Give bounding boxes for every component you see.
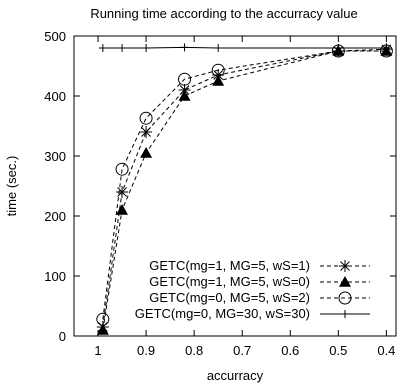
- y-tick-label: 100: [44, 269, 66, 284]
- point-marker-star: [140, 126, 153, 138]
- plot-frame: [73, 35, 397, 337]
- legend-label: GETC(mg=0, MG=5, wS=2): [149, 290, 310, 305]
- point-marker-plus: [142, 44, 151, 52]
- y-tick-label: 0: [59, 329, 66, 344]
- point-marker-plus: [118, 44, 127, 52]
- point-marker-plus: [214, 44, 223, 52]
- point-marker-plus: [382, 44, 391, 52]
- x-axis: 1 0.9 0.8 0.7 0.6 0.5 0.4: [94, 36, 395, 358]
- legend-label: GETC(mg=1, MG=5, wS=0): [149, 274, 310, 289]
- x-tick-label: 0.8: [185, 343, 203, 358]
- point-marker-circle: [96, 312, 110, 326]
- point-marker-plus: [98, 44, 107, 52]
- point-marker-circle: [338, 291, 352, 305]
- point-marker-star: [116, 186, 129, 198]
- x-tick-label: 0.9: [137, 343, 155, 358]
- y-axis-label: time (sec.): [4, 156, 19, 217]
- point-marker-circle: [139, 111, 153, 125]
- legend-label: GETC(mg=1, MG=5, wS=1): [149, 258, 310, 273]
- series-2: [96, 45, 393, 335]
- point-marker-triangle: [96, 324, 109, 335]
- point-marker-circle: [115, 162, 129, 176]
- chart-title: Running time according to the accurracy …: [90, 6, 357, 21]
- x-axis-label: accurracy: [207, 368, 264, 383]
- series-4: [98, 43, 391, 52]
- y-tick-label: 200: [44, 209, 66, 224]
- y-tick-label: 300: [44, 149, 66, 164]
- point-marker-triangle: [339, 276, 351, 287]
- legend-item: GETC(mg=1, MG=5, wS=1): [149, 258, 370, 273]
- x-tick-label: 0.7: [233, 343, 251, 358]
- legend-item: GETC(mg=0, MG=5, wS=2): [149, 290, 370, 305]
- point-marker-plus: [180, 43, 189, 52]
- series-3: [96, 44, 393, 326]
- series-layer: [96, 43, 393, 335]
- series-line: [102, 50, 387, 320]
- legend-item: GETC(mg=1, MG=5, wS=0): [149, 274, 370, 289]
- legend-item: GETC(mg=0, MG=30, wS=30): [135, 306, 370, 321]
- x-tick-label: 1: [94, 343, 101, 358]
- point-marker-triangle: [116, 204, 129, 215]
- x-tick-label: 0.4: [377, 343, 395, 358]
- point-marker-triangle: [178, 90, 191, 101]
- x-tick-label: 0.6: [281, 343, 299, 358]
- point-marker-plus: [334, 44, 343, 52]
- point-marker-circle: [211, 63, 225, 77]
- x-tick-label: 0.5: [329, 343, 347, 358]
- point-marker-circle: [178, 72, 192, 86]
- legend: GETC(mg=1, MG=5, wS=1)GETC(mg=1, MG=5, w…: [135, 258, 370, 321]
- y-tick-label: 500: [44, 29, 66, 44]
- y-axis: 0 100 200 300 400 500: [44, 29, 396, 344]
- point-marker-triangle: [140, 147, 153, 158]
- point-marker-triangle: [212, 75, 225, 86]
- point-marker-star: [339, 260, 351, 272]
- legend-label: GETC(mg=0, MG=30, wS=30): [135, 306, 310, 321]
- y-tick-label: 400: [44, 89, 66, 104]
- point-marker-plus: [341, 310, 349, 318]
